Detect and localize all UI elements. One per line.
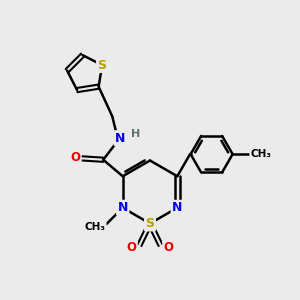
Text: O: O [126,241,136,254]
Text: O: O [70,151,80,164]
Text: H: H [131,129,140,139]
Text: S: S [146,217,154,230]
Text: CH₃: CH₃ [250,149,272,159]
Text: O: O [164,241,174,254]
Text: N: N [172,201,182,214]
Text: N: N [115,132,125,145]
Text: CH₃: CH₃ [84,222,105,232]
Text: S: S [98,58,106,72]
Text: N: N [118,201,128,214]
